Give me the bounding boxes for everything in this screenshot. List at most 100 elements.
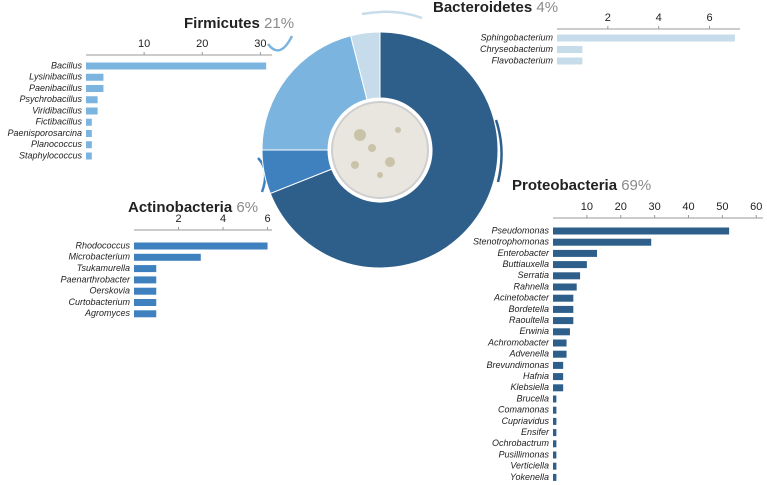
bar — [86, 118, 92, 126]
phylum-percent: 21% — [264, 15, 294, 32]
x-tick-label: 60 — [750, 201, 762, 213]
bar — [553, 317, 574, 325]
slice — [269, 31, 499, 269]
phylum-name: Proteobacteria — [512, 177, 618, 194]
bar — [86, 96, 98, 104]
category-label: Flavobacterium — [491, 55, 553, 65]
x-tick-label: 4 — [656, 12, 662, 24]
category-label: Paenarthrobacter — [60, 274, 131, 284]
bar — [553, 328, 570, 336]
bar — [134, 265, 157, 273]
bar — [86, 73, 104, 81]
bar — [134, 276, 157, 284]
x-tick-label: 40 — [682, 201, 694, 213]
bar — [86, 152, 92, 160]
category-label: Curtobacterium — [68, 297, 130, 307]
bar — [86, 130, 92, 137]
bar — [86, 85, 104, 92]
x-tick-label: 10 — [581, 201, 593, 213]
category-label: Ochrobactrum — [492, 438, 550, 448]
phylum-percent: 4% — [536, 0, 558, 16]
colony — [354, 129, 366, 141]
category-label: Tsukamurella — [77, 263, 130, 273]
colony — [395, 127, 401, 133]
phylum-label: Actinobacteria 6% — [128, 199, 258, 216]
phylum-label: Firmicutes 21% — [184, 15, 294, 32]
category-label: Rhodococcus — [75, 240, 130, 250]
phylum-name: Actinobacteria — [128, 199, 233, 216]
bar — [557, 46, 583, 53]
category-label: Brucella — [516, 393, 549, 403]
category-label: Buttiauxella — [502, 259, 549, 269]
category-label: Achromobacter — [487, 337, 550, 347]
bar — [553, 294, 574, 302]
category-label: Sphingobacterium — [480, 32, 553, 42]
phylum-name: Bacteroidetes — [433, 0, 532, 16]
category-label: Rahnella — [513, 281, 549, 291]
phylum-label: Bacteroidetes 4% — [433, 0, 558, 16]
bar — [86, 107, 98, 115]
bar — [553, 462, 557, 470]
bar — [553, 451, 557, 459]
category-label: Bordetella — [508, 304, 549, 314]
bar — [557, 34, 735, 42]
slice — [350, 31, 381, 101]
bar — [134, 242, 268, 250]
category-label: Staphylococcus — [19, 150, 83, 160]
bar — [553, 361, 564, 369]
phylum-label: Proteobacteria 69% — [512, 177, 651, 194]
x-tick-label: 4 — [220, 213, 226, 225]
bar — [553, 227, 730, 235]
category-label: Bacillus — [51, 60, 83, 70]
phylum-name: Firmicutes — [184, 15, 260, 32]
category-label: Stenotrophomonas — [473, 237, 550, 247]
category-label: Erwinia — [519, 326, 549, 336]
phylum-percent: 6% — [236, 199, 258, 216]
category-label: Fictibacillus — [35, 117, 82, 127]
category-label: Cupriavidus — [501, 416, 549, 426]
category-label: Advenella — [508, 349, 549, 359]
bar — [134, 287, 157, 295]
bar — [553, 384, 564, 392]
x-tick-label: 20 — [615, 201, 627, 213]
category-label: Pusillimonas — [498, 449, 549, 459]
phylum-percent: 69% — [621, 177, 651, 194]
category-label: Viridibacillus — [32, 105, 82, 115]
category-label: Pseudomonas — [491, 225, 549, 235]
bar — [86, 62, 267, 70]
bar — [134, 310, 157, 318]
bar — [553, 395, 557, 403]
bar — [134, 299, 157, 306]
x-tick-label: 10 — [138, 38, 150, 50]
bar — [553, 373, 564, 381]
bar — [553, 429, 557, 437]
x-tick-label: 6 — [264, 213, 270, 225]
category-label: Ensifer — [521, 427, 550, 437]
category-label: Brevundimonas — [486, 360, 549, 370]
category-label: Paenisporosarcina — [7, 128, 82, 138]
bar — [553, 272, 581, 280]
category-label: Enterobacter — [497, 248, 550, 258]
bar — [553, 350, 567, 358]
bar — [557, 57, 583, 65]
x-tick-label: 50 — [716, 201, 728, 213]
category-label: Serratia — [517, 270, 549, 280]
x-tick-label: 2 — [605, 12, 611, 24]
colony — [351, 161, 359, 169]
bar — [553, 249, 598, 257]
bar — [134, 253, 201, 261]
slice — [261, 35, 368, 151]
colony — [377, 172, 383, 178]
category-label: Chryseobacterium — [480, 44, 554, 54]
x-tick-label: 6 — [706, 12, 712, 24]
colony — [385, 157, 395, 167]
bar — [86, 141, 92, 149]
category-label: Microbacterium — [68, 252, 130, 262]
category-label: Klebsiella — [510, 382, 549, 392]
colony — [368, 144, 376, 152]
category-label: Verticiella — [510, 461, 549, 471]
category-label: Paenibacillus — [29, 83, 83, 93]
bar — [553, 261, 587, 269]
x-tick-label: 20 — [196, 38, 208, 50]
